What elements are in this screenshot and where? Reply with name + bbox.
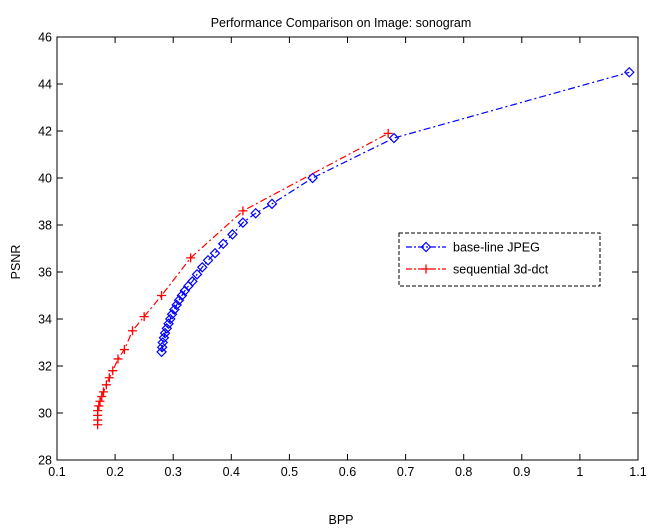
- data-point: [176, 290, 188, 301]
- legend-box: [398, 232, 601, 287]
- x-tick-label: 0.9: [513, 465, 530, 479]
- data-point: [202, 254, 214, 266]
- y-tick-label: 42: [38, 125, 52, 139]
- data-point: [250, 207, 262, 219]
- data-point: [191, 269, 203, 280]
- y-tick-label: 32: [38, 360, 52, 374]
- data-point: [156, 346, 167, 358]
- data-point: [139, 312, 149, 322]
- data-point: [623, 66, 635, 78]
- y-tick-label: 46: [38, 31, 52, 45]
- data-point: [307, 172, 318, 184]
- x-tick-label: 0.8: [455, 465, 472, 479]
- y-tick-label: 28: [38, 454, 52, 468]
- data-point: [156, 341, 168, 353]
- series-line: [161, 71, 630, 352]
- chart-title: Performance Comparison on Image: sonogra…: [211, 16, 472, 30]
- axes: 0.1 0.2 0.3 0.4 0.5 0.6 0.7 0.8 0.9 1 1.1 28 30 32 34 3…: [38, 31, 647, 480]
- data-point: [217, 238, 229, 250]
- data-point: [196, 261, 208, 273]
- x-axis-label: BPP: [328, 513, 353, 527]
- series-layer: [93, 66, 635, 430]
- x-tick-label: 0.3: [165, 465, 182, 479]
- data-point: [98, 387, 108, 397]
- data-point: [173, 294, 185, 306]
- y-tick-label: 38: [38, 219, 52, 233]
- data-point: [237, 217, 249, 228]
- y-tick-label: 36: [38, 266, 52, 280]
- data-point: [209, 247, 221, 259]
- data-point: [227, 229, 238, 240]
- data-point: [157, 291, 167, 300]
- legend-label: sequential 3d-dct: [453, 263, 549, 277]
- data-point: [388, 132, 400, 144]
- data-point: [93, 406, 103, 416]
- x-tick-label: 0.5: [281, 465, 298, 479]
- data-point: [383, 128, 393, 138]
- x-tick-label: 0.4: [223, 465, 240, 479]
- legend: base-line JPEG sequential 3d-dct: [398, 232, 601, 287]
- x-tick-label: 0.2: [106, 465, 123, 479]
- y-tick-label: 34: [38, 313, 52, 327]
- x-tick-label: 1.1: [629, 465, 646, 479]
- legend-marker: [420, 241, 432, 253]
- data-point: [113, 354, 123, 364]
- data-point: [97, 392, 107, 402]
- data-point: [108, 366, 118, 376]
- y-axis-label: PSNR: [9, 245, 23, 280]
- y-tick-label: 30: [38, 407, 52, 421]
- series-sequential-3d-dct: [93, 128, 393, 430]
- data-point: [104, 373, 114, 383]
- data-point: [238, 206, 248, 216]
- data-point: [128, 326, 138, 336]
- legend-label: base-line JPEG: [453, 241, 540, 255]
- x-tick-label: 0.6: [339, 465, 356, 479]
- data-point: [187, 276, 198, 287]
- series-baseline-jpeg: [156, 66, 635, 358]
- x-tick-label: 0.7: [397, 465, 414, 479]
- data-point: [94, 401, 104, 411]
- data-point: [119, 345, 129, 355]
- data-point: [101, 380, 111, 390]
- data-point: [266, 198, 278, 210]
- data-point: [95, 396, 105, 406]
- data-point: [186, 253, 196, 263]
- y-tick-label: 44: [38, 78, 52, 92]
- legend-marker: [421, 264, 431, 274]
- x-tick-label: 0.1: [48, 465, 65, 479]
- y-tick-label: 40: [38, 172, 52, 186]
- x-tick-label: 1: [576, 465, 583, 479]
